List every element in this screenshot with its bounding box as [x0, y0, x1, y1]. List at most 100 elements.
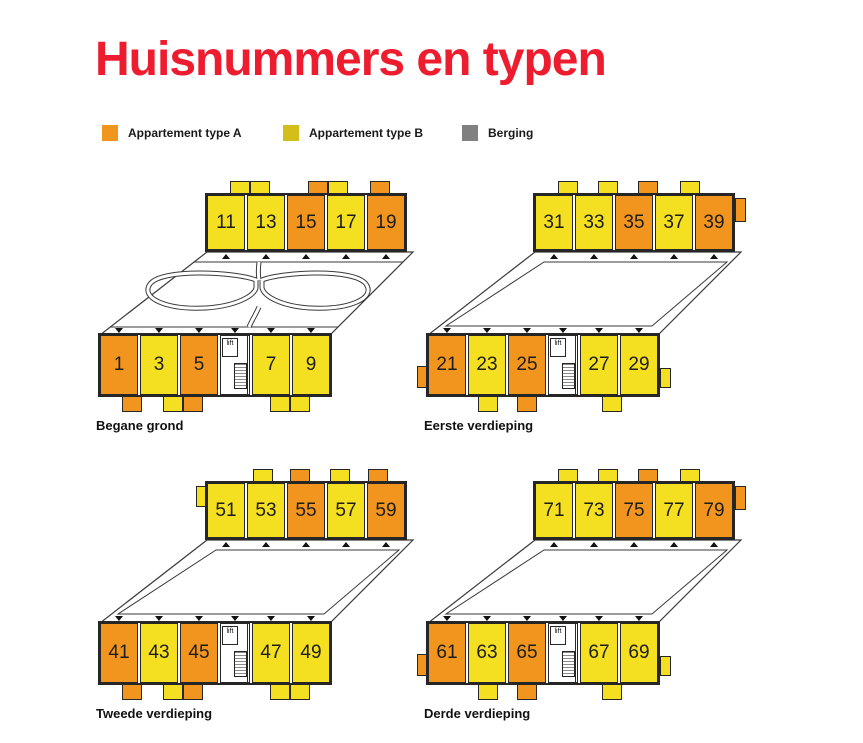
apartment-7: 7	[252, 335, 290, 395]
entrance-arrow-down-icon	[307, 328, 315, 333]
apartment-row-top: 71 73 75 77 79	[533, 481, 735, 540]
legend-label-berging: Berging	[488, 126, 534, 140]
apartment-51: 51	[207, 483, 245, 538]
apartment-1: 1	[100, 335, 138, 395]
entrance-arrow-down-icon	[523, 616, 531, 621]
apartment-number: 21	[436, 354, 458, 375]
lift-stair-core: lift	[220, 335, 250, 395]
entrance-arrow-up-icon	[670, 542, 678, 547]
storage-tab-type-a	[183, 396, 203, 412]
storage-tab-type-b	[163, 396, 183, 412]
apartment-3: 3	[140, 335, 178, 395]
legend-item-berging: Berging	[462, 125, 533, 141]
apartment-5: 5	[180, 335, 218, 395]
entrance-arrow-up-icon	[262, 542, 270, 547]
apartment-47: 47	[252, 623, 290, 683]
lift-stair-core: lift	[548, 623, 578, 683]
apartment-number: 61	[436, 642, 458, 663]
apartment-number: 25	[516, 354, 538, 375]
apartment-number: 27	[588, 354, 610, 375]
apartment-number: 43	[148, 642, 170, 663]
entrance-arrow-down-icon	[595, 328, 603, 333]
storage-tab-type-b	[290, 684, 310, 700]
storage-tab-type-b	[163, 684, 183, 700]
entrance-arrow-down-icon	[195, 328, 203, 333]
entrance-arrow-down-icon	[559, 616, 567, 621]
storage-tab-type-b	[478, 684, 498, 700]
storage-tab-type-a	[183, 684, 203, 700]
apartment-49: 49	[292, 623, 330, 683]
legend-label-type-b: Appartement type B	[309, 126, 424, 140]
apartment-71: 71	[535, 483, 573, 538]
apartment-number: 3	[153, 354, 165, 375]
apartment-number: 35	[623, 211, 645, 233]
storage-tab-type-b	[290, 396, 310, 412]
storage-tab-type-a	[122, 396, 142, 412]
lift-box: lift	[222, 338, 238, 357]
apartment-number: 65	[516, 642, 538, 663]
apartment-row-top: 51 53 55 57 59	[205, 481, 407, 540]
floor-plan-tweede-verdieping: 51 53 55 57 59 41 43 45 lift 47 49 Tweede verdiepin…	[96, 468, 426, 724]
apartment-33: 33	[575, 195, 613, 250]
berging-swatch-icon	[462, 125, 478, 141]
entrance-arrow-up-icon	[550, 254, 558, 259]
storage-tab-type-b	[602, 684, 622, 700]
storage-tab-type-a	[735, 198, 746, 222]
apartment-31: 31	[535, 195, 573, 250]
legend-item-type-a: Appartement type A	[102, 125, 242, 141]
entrance-arrow-down-icon	[443, 616, 451, 621]
apartment-11: 11	[207, 195, 245, 250]
apartment-13: 13	[247, 195, 285, 250]
lift-stair-core: lift	[220, 623, 250, 683]
entrance-arrow-up-icon	[342, 542, 350, 547]
apartment-number: 5	[193, 354, 205, 375]
apartment-number: 37	[663, 211, 685, 233]
entrance-arrow-up-icon	[382, 542, 390, 547]
entrance-arrow-up-icon	[590, 254, 598, 259]
entrance-arrow-down-icon	[231, 328, 239, 333]
apartment-41: 41	[100, 623, 138, 683]
type-b-swatch-icon	[283, 125, 299, 141]
entrance-arrow-down-icon	[635, 328, 643, 333]
apartment-number: 9	[305, 354, 317, 375]
entrance-arrow-up-icon	[302, 254, 310, 259]
apartment-number: 47	[260, 642, 282, 663]
storage-tab-type-b	[270, 396, 290, 412]
apartment-row-bottom: 41 43 45 lift 47 49	[98, 621, 332, 685]
stairs-icon	[562, 651, 575, 677]
apartment-number: 41	[108, 642, 130, 663]
stairs-icon	[234, 651, 247, 677]
floor-plans: 11 13 15 17 19 1 3 5 lift 7 9 Begane grond 31 33 35 37 3…	[96, 180, 776, 740]
apartment-57: 57	[327, 483, 365, 538]
apartment-number: 29	[628, 354, 650, 375]
apartment-number: 17	[335, 211, 357, 233]
apartment-number: 55	[295, 499, 317, 521]
apartment-row-bottom: 61 63 65 lift 67 69	[426, 621, 660, 685]
courtyard-opening-outline	[444, 261, 729, 327]
apartment-25: 25	[508, 335, 546, 395]
entrance-arrow-down-icon	[559, 328, 567, 333]
storage-tab-type-b	[660, 656, 671, 676]
apartment-number: 11	[216, 211, 236, 233]
apartment-number: 71	[543, 499, 565, 521]
entrance-arrow-up-icon	[222, 542, 230, 547]
entrance-arrow-up-icon	[710, 254, 718, 259]
apartment-number: 1	[113, 354, 125, 375]
entrance-arrow-up-icon	[710, 542, 718, 547]
lift-box: lift	[550, 626, 566, 645]
apartment-59: 59	[367, 483, 405, 538]
lift-box: lift	[222, 626, 238, 645]
storage-tab-type-a	[735, 486, 746, 510]
apartment-number: 69	[628, 642, 650, 663]
apartment-number: 53	[255, 499, 277, 521]
apartment-row-top: 31 33 35 37 39	[533, 193, 735, 252]
entrance-arrow-down-icon	[155, 328, 163, 333]
apartment-45: 45	[180, 623, 218, 683]
legend: Appartement type A Appartement type B Be…	[96, 125, 716, 145]
apartment-number: 57	[335, 499, 357, 521]
entrance-arrow-down-icon	[307, 616, 315, 621]
entrance-arrow-down-icon	[195, 616, 203, 621]
apartment-number: 45	[188, 642, 210, 663]
apartment-number: 39	[703, 211, 725, 233]
garden-path-drawing	[260, 271, 370, 310]
